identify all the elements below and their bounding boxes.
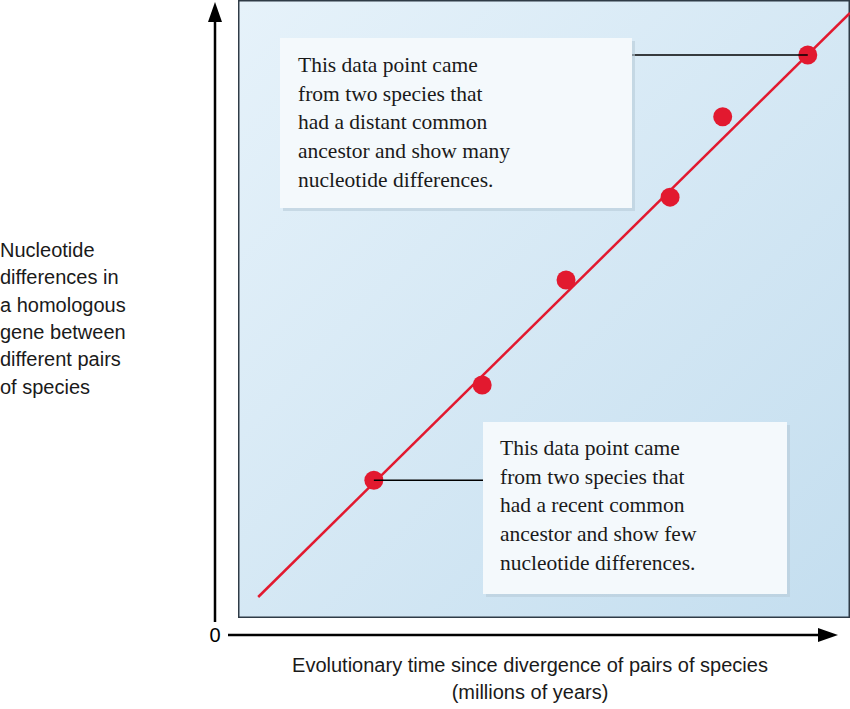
x-axis-label: Evolutionary time since divergence of pa… <box>292 654 768 703</box>
data-point <box>473 376 492 395</box>
leader-line <box>632 54 808 56</box>
y-axis <box>214 14 217 622</box>
data-point <box>713 107 732 126</box>
annotation-text: This data point camefrom two species tha… <box>500 436 697 575</box>
y-axis-label: Nucleotidedifferences ina homologousgene… <box>0 239 126 398</box>
data-point <box>661 188 680 207</box>
annotation: This data point camefrom two species tha… <box>280 38 808 211</box>
y-tick-label: 0 <box>209 624 220 646</box>
trend-line <box>258 13 850 597</box>
annotation-box <box>483 422 787 594</box>
annotation-text: This data point camefrom two species tha… <box>298 53 510 192</box>
annotation: This data point camefrom two species tha… <box>374 422 790 597</box>
plot-frame <box>239 1 850 618</box>
leader-line <box>374 479 483 481</box>
annotation-box <box>280 38 632 208</box>
data-point <box>557 270 576 289</box>
x-axis-arrow <box>818 628 838 642</box>
x-axis <box>228 634 828 637</box>
chart: 0 Nucleotidedifferences ina homologousgen… <box>0 0 850 709</box>
data-group <box>258 13 850 597</box>
y-axis-arrow <box>208 2 222 22</box>
